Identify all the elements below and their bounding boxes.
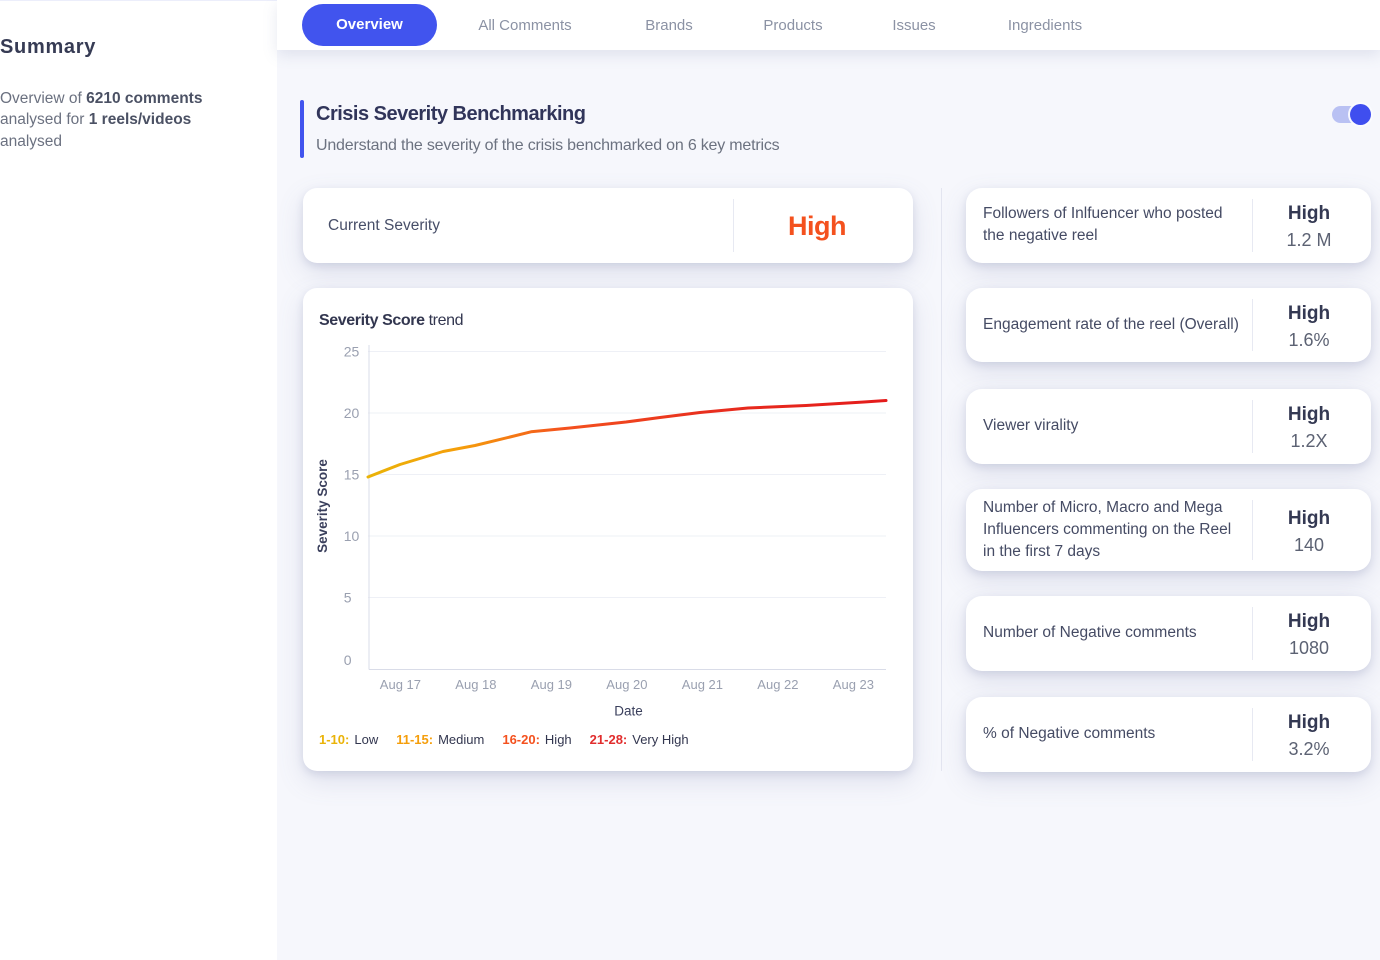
- svg-text:20: 20: [344, 405, 360, 421]
- svg-text:Aug 19: Aug 19: [531, 677, 572, 692]
- svg-text:Aug 21: Aug 21: [682, 677, 723, 692]
- svg-text:Aug 20: Aug 20: [606, 677, 647, 692]
- svg-text:Aug 22: Aug 22: [757, 677, 798, 692]
- svg-text:25: 25: [344, 344, 360, 360]
- svg-text:Aug 18: Aug 18: [455, 677, 496, 692]
- svg-text:Date: Date: [614, 704, 643, 719]
- svg-text:Aug 17: Aug 17: [380, 677, 421, 692]
- svg-text:Severity Score: Severity Score: [315, 459, 330, 553]
- svg-text:15: 15: [344, 467, 360, 483]
- svg-text:5: 5: [344, 590, 352, 606]
- svg-text:0: 0: [344, 652, 352, 668]
- svg-text:10: 10: [344, 528, 360, 544]
- svg-text:Aug 23: Aug 23: [833, 677, 874, 692]
